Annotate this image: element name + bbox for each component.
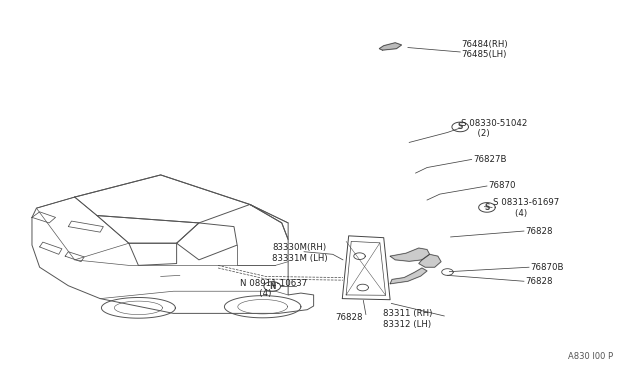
Text: 76870B: 76870B: [531, 263, 564, 272]
Text: N: N: [269, 282, 275, 291]
Text: 83330M(RH)
83331M (LH): 83330M(RH) 83331M (LH): [272, 244, 328, 263]
Polygon shape: [380, 43, 401, 50]
Text: 76827B: 76827B: [473, 155, 506, 164]
Text: 76484(RH)
76485(LH): 76484(RH) 76485(LH): [461, 40, 508, 59]
Text: S: S: [458, 122, 463, 131]
Text: 76828: 76828: [525, 277, 553, 286]
Text: S 08313-61697
        (4): S 08313-61697 (4): [493, 198, 559, 218]
Text: 76870: 76870: [488, 182, 516, 190]
Polygon shape: [390, 268, 427, 284]
Text: A830 I00 P: A830 I00 P: [568, 352, 613, 361]
Text: 83311 (RH)
83312 (LH): 83311 (RH) 83312 (LH): [383, 309, 432, 328]
Text: 76828: 76828: [335, 313, 362, 322]
Polygon shape: [419, 254, 441, 267]
Text: N 08911-10637
       (4): N 08911-10637 (4): [240, 279, 307, 298]
Text: 76828: 76828: [525, 227, 553, 235]
Polygon shape: [390, 248, 429, 261]
Text: S 08330-51042
      (2): S 08330-51042 (2): [461, 119, 528, 138]
Text: S: S: [484, 203, 490, 212]
